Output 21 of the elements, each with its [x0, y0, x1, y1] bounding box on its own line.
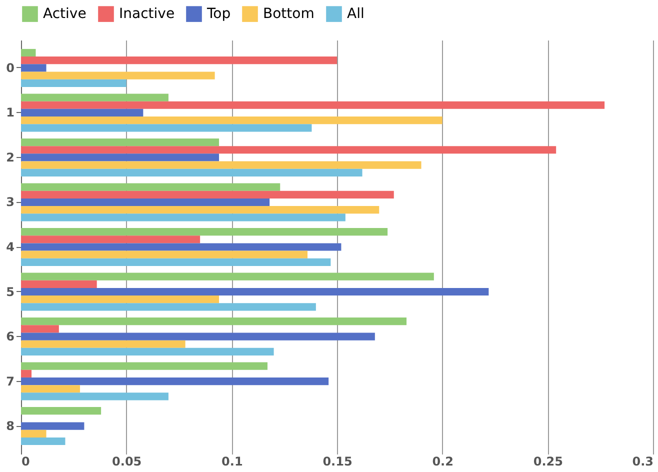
- y-tick-label: 8: [6, 419, 14, 434]
- legend-label: Bottom: [263, 6, 314, 22]
- legend-label: Inactive: [119, 6, 175, 22]
- y-tick-label: 0: [6, 60, 14, 75]
- legend-label: All: [347, 6, 364, 22]
- x-tick-label: 0.05: [112, 454, 142, 468]
- y-tick-label: 6: [6, 330, 14, 344]
- y-tick-label: 1: [6, 106, 14, 120]
- x-tick-label: 0.3: [632, 454, 654, 468]
- y-tick-label: 7: [6, 374, 14, 388]
- legend-label: Active: [43, 6, 86, 22]
- x-tick-label: 0.2: [432, 454, 454, 468]
- y-tick-label: 3: [6, 195, 14, 210]
- x-tick-label: 0.1: [222, 454, 243, 468]
- y-tick-label: 2: [6, 150, 14, 164]
- x-tick-label: 0: [22, 454, 30, 468]
- y-tick-label: 4: [6, 240, 14, 254]
- y-tick-label: 5: [6, 284, 14, 299]
- x-tick-label: 0.15: [322, 454, 352, 468]
- x-tick-label: 0.25: [533, 454, 563, 468]
- legend-label: Top: [206, 6, 231, 22]
